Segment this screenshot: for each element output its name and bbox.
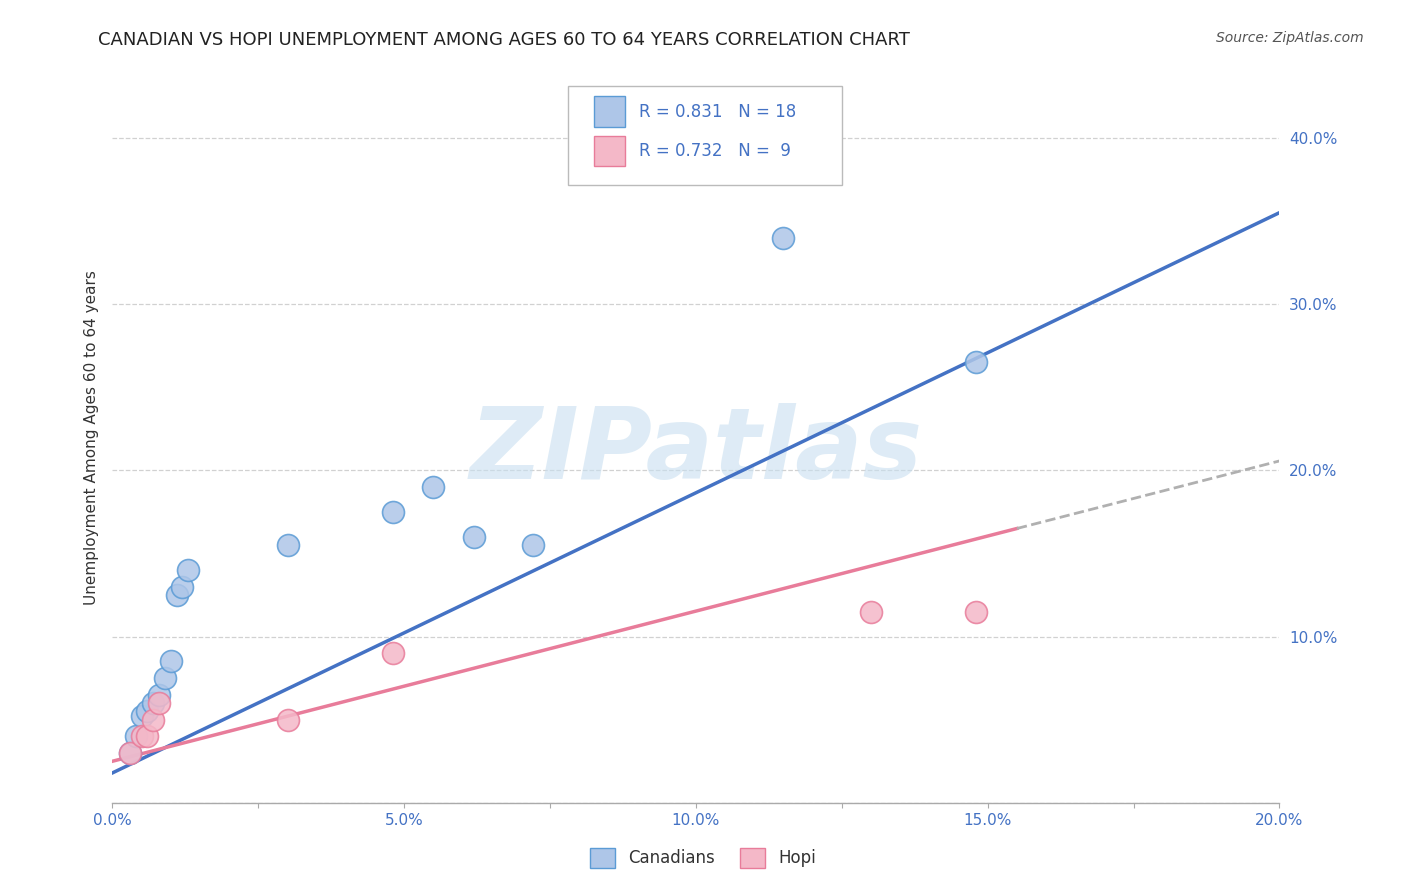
Text: R = 0.831   N = 18: R = 0.831 N = 18 — [638, 103, 796, 120]
Point — [965, 355, 987, 369]
Text: CANADIAN VS HOPI UNEMPLOYMENT AMONG AGES 60 TO 64 YEARS CORRELATION CHART: CANADIAN VS HOPI UNEMPLOYMENT AMONG AGES… — [98, 31, 910, 49]
Point — [463, 530, 485, 544]
Point — [118, 746, 141, 760]
Point — [131, 729, 153, 743]
Point — [772, 230, 794, 244]
Point — [276, 538, 298, 552]
Point — [381, 505, 404, 519]
Point — [166, 588, 188, 602]
Point — [131, 709, 153, 723]
Point — [148, 688, 170, 702]
Point — [422, 480, 444, 494]
Point — [136, 705, 159, 719]
Point — [381, 646, 404, 660]
Legend: Canadians, Hopi: Canadians, Hopi — [583, 841, 823, 875]
Text: R = 0.732   N =  9: R = 0.732 N = 9 — [638, 142, 790, 161]
Point — [172, 580, 194, 594]
Point — [136, 729, 159, 743]
FancyBboxPatch shape — [568, 86, 842, 185]
Point — [125, 729, 148, 743]
Point — [153, 671, 176, 685]
Point — [142, 713, 165, 727]
FancyBboxPatch shape — [595, 96, 624, 127]
Y-axis label: Unemployment Among Ages 60 to 64 years: Unemployment Among Ages 60 to 64 years — [83, 269, 98, 605]
Point — [522, 538, 544, 552]
Point — [965, 605, 987, 619]
Point — [177, 563, 200, 577]
FancyBboxPatch shape — [595, 136, 624, 167]
Point — [148, 696, 170, 710]
Point — [142, 696, 165, 710]
Text: ZIPatlas: ZIPatlas — [470, 403, 922, 500]
Point — [160, 655, 183, 669]
Point — [860, 605, 883, 619]
Point — [276, 713, 298, 727]
Point — [118, 746, 141, 760]
Text: Source: ZipAtlas.com: Source: ZipAtlas.com — [1216, 31, 1364, 45]
